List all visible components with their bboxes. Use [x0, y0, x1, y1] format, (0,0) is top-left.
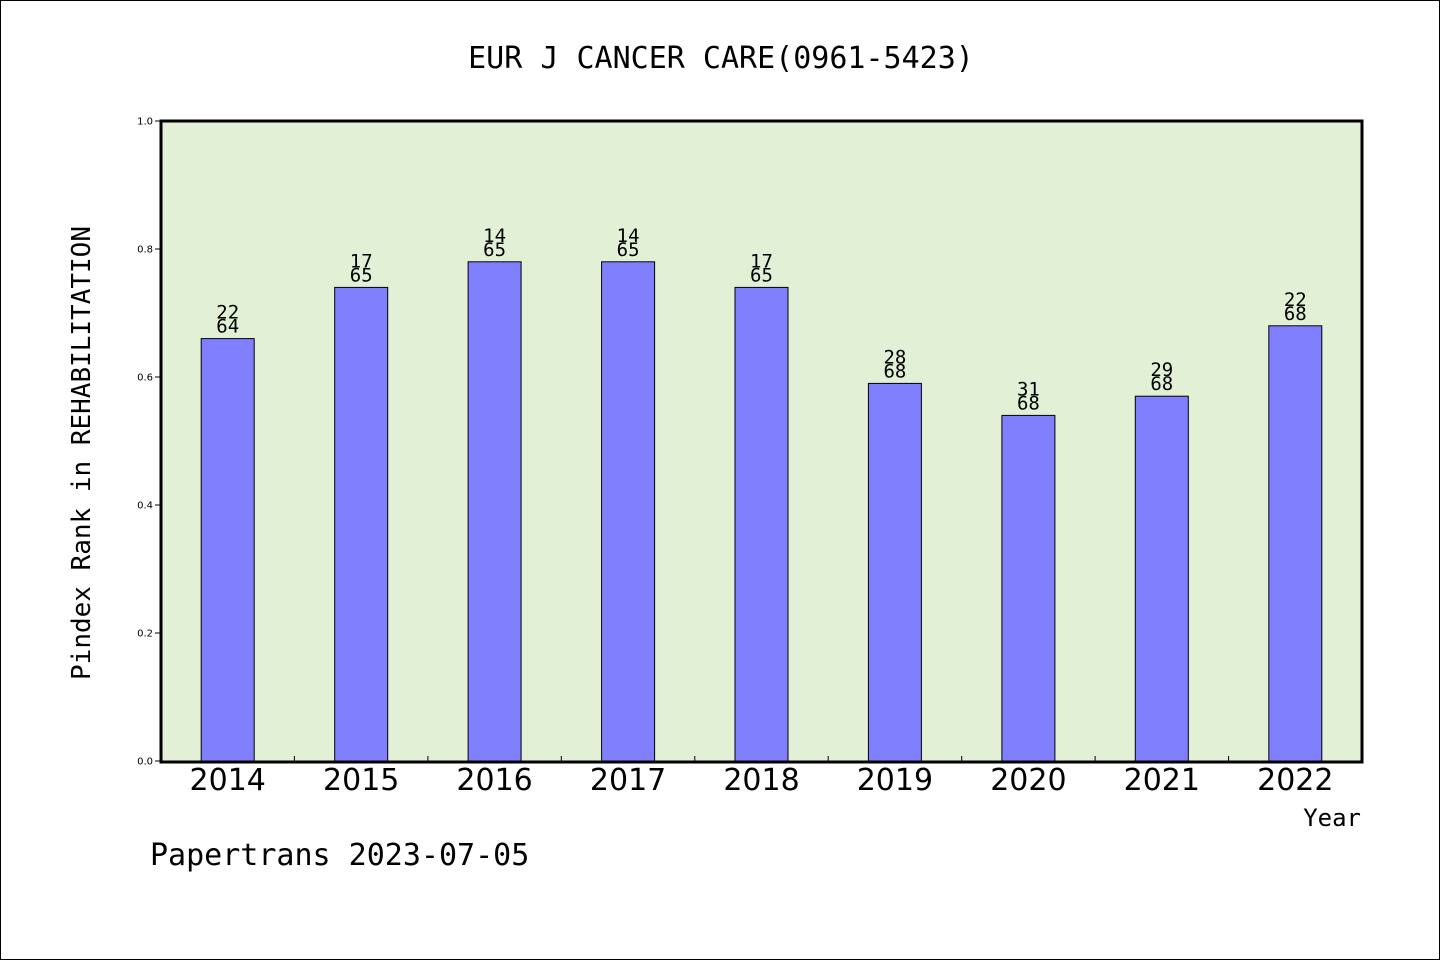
bar-rank-label: 31 [1017, 378, 1040, 400]
bar-rank-label: 22 [1284, 289, 1307, 311]
chart-title: EUR J CANCER CARE(0961-5423) [468, 41, 974, 76]
bar-rank-label: 14 [617, 225, 640, 247]
bar-total-label: 68 [1017, 392, 1040, 414]
footer-text: Papertrans 2023-07-05 [150, 838, 529, 873]
bar-2015 [334, 286, 389, 762]
bar-rank-label: 17 [750, 250, 773, 272]
bars-layer [200, 261, 1323, 762]
plot-border [159, 119, 1364, 764]
x-tick-label: 2018 [723, 763, 799, 798]
bar-rank-label: 29 [1150, 359, 1173, 381]
x-tick-label: 2016 [456, 763, 532, 798]
bar-2020 [1001, 414, 1056, 762]
x-axis-label: Year [1303, 804, 1361, 832]
bar-total-label: 64 [216, 316, 239, 338]
bar-2018 [734, 286, 789, 762]
y-tick-label: 0.4 [137, 501, 153, 512]
y-axis-ticks: 0.0 0.2 0.4 0.6 0.8 1.0 [137, 117, 161, 768]
bar-rank-label: 22 [216, 302, 239, 324]
bar-2021 [1134, 395, 1189, 762]
bar-2016 [467, 261, 522, 762]
y-tick-label: 1.0 [137, 117, 153, 128]
y-tick-label: 0.0 [137, 757, 153, 768]
y-tick-label: 0.6 [137, 373, 153, 384]
bar-total-label: 68 [1150, 373, 1173, 395]
bar-total-label: 65 [483, 239, 506, 261]
bar-2017 [601, 261, 656, 762]
bar-total-label: 68 [883, 360, 906, 382]
y-tick-label: 0.2 [137, 629, 153, 640]
bar-total-label: 65 [750, 264, 773, 286]
y-tick-label: 0.8 [137, 245, 153, 256]
bar-2019 [867, 382, 922, 762]
bar-total-label: 65 [350, 264, 373, 286]
bar-rank-label: 17 [350, 250, 373, 272]
bar-total-label: 68 [1284, 303, 1307, 325]
x-axis-ticks: 2014 2015 2016 2017 2018 2019 2020 2021 2022 [190, 756, 1333, 798]
x-tick-label: 2015 [323, 763, 399, 798]
x-tick-label: 2019 [857, 763, 933, 798]
bar-2014 [200, 338, 255, 762]
x-tick-label: 2017 [590, 763, 666, 798]
bar-rank-label: 14 [483, 225, 506, 247]
x-tick-label: 2020 [990, 763, 1066, 798]
y-axis-label: Pindex Rank in REHABILITATION [67, 226, 97, 680]
x-tick-label: 2021 [1124, 763, 1200, 798]
x-tick-label: 2022 [1257, 763, 1333, 798]
bar-total-label: 65 [617, 239, 640, 261]
bar-2022 [1268, 325, 1323, 762]
bar-rank-label: 28 [883, 346, 906, 368]
x-tick-label: 2014 [190, 763, 266, 798]
